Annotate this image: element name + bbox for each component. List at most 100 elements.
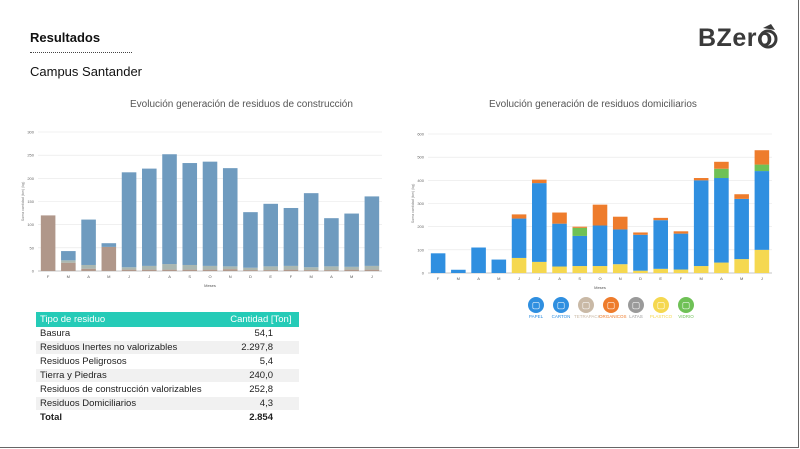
household-y-tick: 100 [417,247,424,252]
household-bar-vidrio [734,259,749,273]
construction-bar-residuos-de-construcci-n-valorizables [364,269,380,271]
household-bar-org-nicos [552,212,567,224]
legend-item: ▢ TETRAPACK [574,297,601,319]
construction-bar-tierra-y-piedras [324,266,339,271]
construction-x-tick: O [208,274,211,279]
construction-bar-residuos-de-construcci-n-valorizables [61,262,76,271]
legend-item: ▢ LATAS [624,297,648,319]
household-x-tick: M [497,276,500,281]
household-chart-legend: ▢ PAPEL ▢ CARTON ▢ TETRAPACK ▢ ORGANICOS ▢ LATAS ▢… [524,297,704,323]
legend-label: PAPEL [528,314,544,319]
household-bar-papel [673,233,689,270]
cardboard-icon: ▢ [553,297,569,313]
row-label: Residuos Domiciliarios [36,396,223,411]
household-bar-papel [714,178,729,263]
construction-bar-residuos-inertes-no-valorizables [81,219,96,265]
construction-x-tick: M [107,274,110,279]
construction-x-tick: J [371,274,373,279]
household-bar-papel [451,269,466,273]
household-bar-papel [734,198,749,260]
construction-bar-tierra-y-piedras [81,264,96,269]
household-bar-papel [633,234,648,271]
household-x-tick: M [740,276,743,281]
construction-bar-residuos-de-construcci-n-valorizables [121,269,137,271]
construction-bar-residuos-inertes-no-valorizables [142,168,157,266]
household-x-tick: D [639,276,642,281]
household-bar-papel [471,247,486,273]
household-chart-title: Evolución generación de residuos domicil… [489,99,697,110]
household-waste-chart: 0 100 200 300 400 500 600 Suma cantidad (ton) (… [411,132,772,290]
construction-bar-residuos-de-construcci-n-valorizables [283,269,299,271]
legend-label: VIDRIO [678,314,694,319]
construction-chart-title: Evolución generación de residuos de cons… [130,99,353,110]
household-y-tick: 300 [417,201,424,206]
construction-x-tick: M [67,274,70,279]
construction-y-tick: 250 [27,153,34,158]
construction-bar-tierra-y-piedras [344,266,359,270]
construction-bar-tierra-y-piedras [182,264,198,270]
household-bar-papel [511,218,527,258]
household-bar-org-nicos [572,226,588,228]
household-bar-papel [612,229,628,265]
household-bar-org-nicos [633,232,648,235]
construction-bar-tierra-y-piedras [303,267,319,271]
construction-bar-residuos-inertes-no-valorizables [344,213,359,267]
household-bar-org-nicos [592,204,608,226]
construction-bar-residuos-de-construcci-n-valorizables [202,269,218,271]
row-label: Basura [36,327,223,341]
legend-item: ▢ PLASTICO [649,297,673,319]
household-bar-papel [592,225,608,267]
page-subtitle: Campus Santander [30,64,143,79]
construction-bar-residuos-inertes-no-valorizables [61,251,76,261]
construction-bar-residuos-de-construcci-n-valorizables [303,270,319,271]
construction-bar-tierra-y-piedras [283,265,299,270]
household-bar-org-nicos [532,179,547,184]
household-bar-vidrio [552,266,567,273]
can-icon: ▢ [628,297,644,313]
construction-bar-tierra-y-piedras [121,267,137,270]
household-bar-envases [754,164,770,172]
row-value: 5,4 [222,354,299,369]
household-bar-papel [491,259,507,273]
household-bar-vidrio [633,270,648,273]
construction-bar-residuos-inertes-no-valorizables [303,193,319,268]
household-y-tick: 400 [417,178,424,183]
construction-y-axis-label: Suma cantidad (ton) (kg) [21,182,25,222]
tetrapack-icon: ▢ [578,297,594,313]
title-underline [30,52,132,53]
table-row: Residuos Domiciliarios 4,3 [36,396,299,411]
household-x-tick: S [578,276,581,281]
construction-bar-tierra-y-piedras [364,265,380,270]
construction-y-tick: 50 [30,245,35,250]
household-x-tick: J [538,276,540,281]
household-bar-envases [572,227,588,236]
construction-bar-residuos-de-construcci-n-valorizables [81,268,96,271]
household-bar-papel [572,235,588,267]
construction-bar-tierra-y-piedras [61,260,76,263]
household-bar-envases [714,168,729,179]
household-x-tick: J [761,276,763,281]
household-bar-papel [430,253,446,273]
results-table: Tipo de residuo Cantidad [Ton] Basura 54,… [36,312,299,425]
construction-bar-residuos-inertes-no-valorizables [182,163,198,265]
construction-x-tick: A [168,274,171,279]
household-x-axis-label: Meses [594,285,606,290]
household-bar-papel [552,223,567,267]
row-value: 240,0 [222,368,299,383]
legend-item: ▢ PAPEL [524,297,548,319]
total-value: 2.854 [222,410,299,425]
construction-waste-chart: 0 50 100 150 200 250 300 Suma cantidad (ton) (k… [21,130,382,288]
construction-bar-residuos-de-construcci-n-valorizables [324,270,339,271]
total-label: Total [36,410,223,425]
construction-bar-tierra-y-piedras [162,264,177,270]
row-value: 54,1 [222,327,299,341]
table-header-row: Tipo de residuo Cantidad [Ton] [36,312,299,327]
zero-drop-mark-icon [758,24,778,49]
construction-bar-tierra-y-piedras [263,266,278,271]
household-x-tick: J [518,276,520,281]
household-bar-papel [532,183,547,262]
legend-label: TETRAPACK [574,314,601,319]
legend-item: ▢ CARTON [549,297,573,319]
paper-icon: ▢ [528,297,544,313]
household-bar-org-nicos [511,214,527,219]
